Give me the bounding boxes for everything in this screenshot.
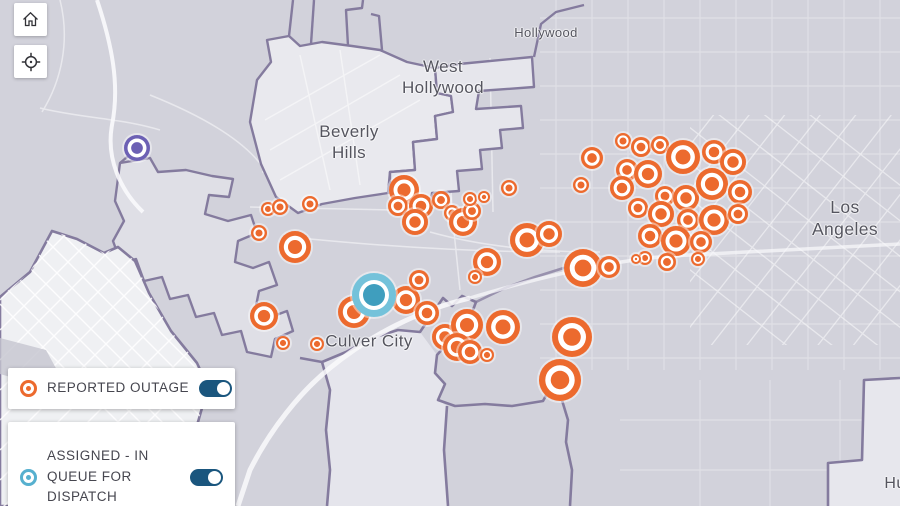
outage-marker[interactable] xyxy=(463,202,481,220)
outage-marker[interactable] xyxy=(388,196,408,216)
reported-outage-toggle[interactable] xyxy=(199,380,233,397)
assigned-marker-icon xyxy=(20,468,37,486)
outage-marker[interactable] xyxy=(552,317,592,357)
home-icon xyxy=(21,10,40,29)
outage-marker[interactable] xyxy=(638,251,652,265)
home-button[interactable] xyxy=(14,3,47,36)
outage-marker[interactable] xyxy=(463,192,477,206)
outage-marker[interactable] xyxy=(677,209,699,231)
outage-marker[interactable] xyxy=(409,270,429,290)
toggle-knob xyxy=(217,382,231,395)
toggle-knob xyxy=(208,470,221,484)
outage-marker[interactable] xyxy=(480,348,494,362)
outage-marker[interactable] xyxy=(616,159,638,181)
outage-marker[interactable] xyxy=(486,310,520,344)
outage-marker[interactable] xyxy=(651,136,669,154)
outage-marker[interactable] xyxy=(415,301,439,325)
outage-marker[interactable] xyxy=(699,205,729,235)
outage-marker[interactable] xyxy=(691,252,705,266)
outage-marker[interactable] xyxy=(272,199,288,215)
outage-marker[interactable] xyxy=(648,201,674,227)
outage-marker[interactable] xyxy=(610,176,634,200)
outage-marker[interactable] xyxy=(598,256,620,278)
assigned-marker[interactable] xyxy=(352,273,396,317)
outage-marker[interactable] xyxy=(468,270,482,284)
outage-marker[interactable] xyxy=(276,336,290,350)
outage-marker[interactable] xyxy=(458,340,482,364)
outage-marker[interactable] xyxy=(696,168,728,200)
outage-marker[interactable] xyxy=(432,191,450,209)
outage-marker[interactable] xyxy=(564,249,602,287)
reported-outage-marker-icon xyxy=(20,380,37,397)
outage-marker[interactable] xyxy=(615,133,631,149)
other-incident-marker[interactable] xyxy=(124,135,150,161)
legend-panel-assigned: ASSIGNED - IN QUEUE FOR DISPATCH xyxy=(8,422,235,506)
outage-marker[interactable] xyxy=(402,209,428,235)
outage-marker[interactable] xyxy=(690,231,712,253)
outage-marker[interactable] xyxy=(536,221,562,247)
outage-marker[interactable] xyxy=(631,137,651,157)
outage-marker[interactable] xyxy=(658,253,676,271)
outage-marker[interactable] xyxy=(628,198,648,218)
locate-button[interactable] xyxy=(14,45,47,78)
outage-marker[interactable] xyxy=(251,225,267,241)
outage-marker[interactable] xyxy=(581,147,603,169)
outage-marker[interactable] xyxy=(666,140,700,174)
outage-marker[interactable] xyxy=(539,359,581,401)
outage-marker[interactable] xyxy=(728,204,748,224)
outage-marker[interactable] xyxy=(573,177,589,193)
assigned-toggle[interactable] xyxy=(190,468,223,486)
legend-panel-reported-outage: REPORTED OUTAGE xyxy=(8,368,235,409)
outage-marker[interactable] xyxy=(501,180,517,196)
locate-icon xyxy=(21,52,41,72)
outage-marker[interactable] xyxy=(634,160,662,188)
outage-marker[interactable] xyxy=(728,180,752,204)
outage-marker[interactable] xyxy=(302,196,318,212)
outage-marker[interactable] xyxy=(720,149,746,175)
outage-marker[interactable] xyxy=(638,224,662,248)
outage-marker[interactable] xyxy=(478,191,490,203)
outage-marker[interactable] xyxy=(310,337,324,351)
reported-outage-label: REPORTED OUTAGE xyxy=(47,380,190,396)
outage-marker[interactable] xyxy=(673,185,699,211)
outage-marker[interactable] xyxy=(279,231,311,263)
assigned-label: ASSIGNED - IN QUEUE FOR DISPATCH xyxy=(47,447,149,505)
outage-marker[interactable] xyxy=(250,302,278,330)
outage-marker[interactable] xyxy=(631,254,641,264)
outage-marker[interactable] xyxy=(661,226,691,256)
outage-marker[interactable] xyxy=(261,202,275,216)
